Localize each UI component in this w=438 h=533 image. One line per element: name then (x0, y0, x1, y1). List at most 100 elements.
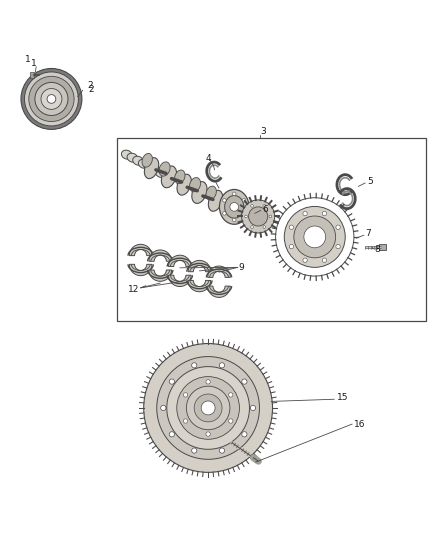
Ellipse shape (225, 196, 244, 218)
Circle shape (233, 192, 236, 196)
Wedge shape (149, 250, 172, 261)
Circle shape (192, 448, 197, 453)
Text: 9: 9 (239, 263, 244, 272)
Circle shape (251, 405, 255, 410)
Circle shape (336, 245, 340, 249)
Circle shape (223, 212, 226, 215)
Circle shape (41, 88, 62, 109)
Circle shape (219, 448, 225, 453)
Text: 3: 3 (260, 127, 266, 136)
Bar (117, 138, 426, 321)
Text: 8: 8 (374, 245, 380, 254)
Circle shape (304, 226, 325, 248)
Ellipse shape (142, 154, 152, 167)
Circle shape (184, 419, 187, 423)
Ellipse shape (190, 177, 201, 192)
Circle shape (263, 225, 265, 228)
Ellipse shape (177, 174, 191, 195)
Circle shape (269, 215, 272, 218)
Bar (379, 244, 386, 251)
Circle shape (206, 432, 210, 436)
Circle shape (144, 344, 272, 472)
Circle shape (251, 225, 253, 228)
Circle shape (229, 393, 233, 397)
Circle shape (245, 215, 247, 218)
Circle shape (289, 245, 293, 249)
Circle shape (303, 258, 307, 262)
Circle shape (294, 216, 336, 258)
Circle shape (242, 200, 275, 233)
Bar (30, 72, 34, 78)
Circle shape (169, 379, 174, 384)
Circle shape (242, 432, 247, 437)
Circle shape (322, 212, 327, 216)
Circle shape (157, 357, 259, 459)
Circle shape (336, 225, 340, 229)
Circle shape (192, 362, 197, 368)
Text: 15: 15 (336, 393, 348, 402)
Circle shape (206, 379, 210, 384)
Ellipse shape (161, 166, 177, 188)
Text: 6: 6 (262, 205, 268, 214)
Ellipse shape (155, 168, 166, 177)
Wedge shape (149, 270, 172, 281)
Ellipse shape (145, 158, 159, 179)
Text: 2: 2 (87, 80, 93, 90)
Ellipse shape (208, 190, 223, 211)
Wedge shape (169, 255, 191, 266)
Text: 12: 12 (127, 285, 139, 294)
Circle shape (194, 394, 222, 422)
Circle shape (251, 205, 253, 207)
Circle shape (263, 205, 265, 207)
Circle shape (177, 377, 240, 439)
Circle shape (242, 379, 247, 384)
Ellipse shape (150, 165, 160, 174)
Circle shape (167, 367, 250, 449)
Wedge shape (208, 266, 230, 277)
Text: 2: 2 (88, 85, 94, 94)
Text: 5: 5 (367, 177, 373, 186)
Circle shape (322, 258, 327, 262)
Wedge shape (208, 286, 230, 297)
Circle shape (169, 432, 174, 437)
Ellipse shape (175, 170, 185, 184)
Circle shape (223, 199, 226, 202)
Circle shape (219, 362, 225, 368)
Ellipse shape (133, 156, 143, 165)
Circle shape (184, 393, 187, 397)
Circle shape (35, 83, 68, 116)
Circle shape (242, 212, 246, 215)
Text: 1: 1 (31, 59, 36, 68)
Circle shape (186, 386, 230, 430)
Circle shape (201, 401, 215, 415)
Ellipse shape (144, 163, 155, 171)
Circle shape (21, 68, 82, 130)
Wedge shape (188, 261, 211, 272)
Ellipse shape (192, 182, 207, 204)
Circle shape (303, 212, 307, 216)
Circle shape (229, 419, 233, 423)
Circle shape (289, 225, 293, 229)
Circle shape (230, 203, 239, 211)
Text: 7: 7 (365, 229, 371, 238)
Ellipse shape (127, 153, 138, 162)
Ellipse shape (206, 186, 216, 200)
Circle shape (284, 206, 345, 268)
Ellipse shape (159, 162, 170, 176)
Circle shape (242, 199, 246, 202)
Ellipse shape (138, 159, 149, 168)
Circle shape (161, 405, 166, 410)
Ellipse shape (219, 189, 249, 224)
Wedge shape (188, 280, 211, 292)
Text: 16: 16 (354, 419, 365, 429)
Circle shape (25, 72, 78, 126)
Wedge shape (129, 264, 152, 276)
Circle shape (47, 94, 56, 103)
Wedge shape (129, 244, 152, 256)
Circle shape (233, 218, 236, 222)
Ellipse shape (121, 150, 132, 159)
Text: 4: 4 (205, 154, 211, 163)
Text: 1: 1 (25, 55, 31, 64)
Wedge shape (169, 275, 191, 287)
Circle shape (29, 76, 74, 122)
